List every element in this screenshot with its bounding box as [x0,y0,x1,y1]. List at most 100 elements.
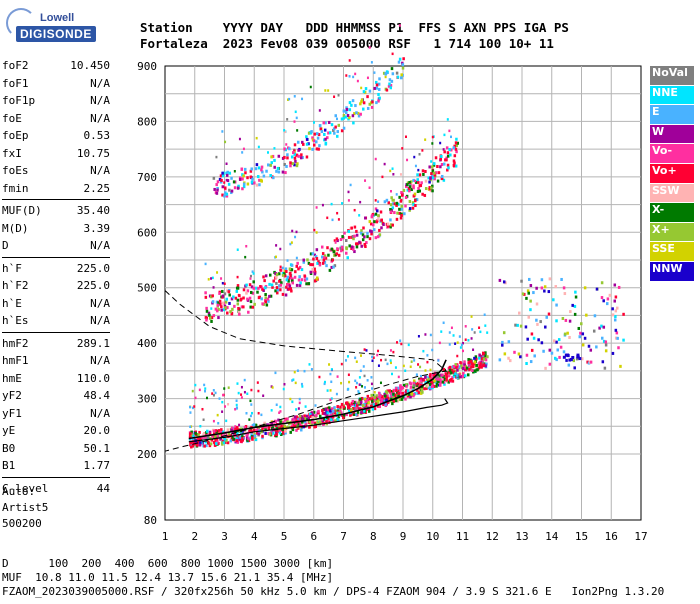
echo-point [576,355,580,359]
echo-point [533,354,536,358]
echo-point [360,229,363,233]
echo-point [321,261,325,265]
echo-point [295,421,298,425]
echo-point [370,382,373,386]
echo-point [333,131,336,135]
param-value: N/A [90,314,110,327]
echo-point [212,314,216,318]
echo-point [454,141,458,145]
legend-item: NNE [650,85,694,106]
echo-point [374,199,377,202]
echo-point [254,423,258,427]
echo-point [360,411,363,415]
echo-point [378,405,382,409]
echo-point [429,176,432,180]
echo-point [219,437,222,441]
echo-point [321,203,324,207]
echo-point [474,355,478,359]
echo-point [362,226,365,230]
echo-point [379,393,382,397]
echo-point [189,440,192,444]
param-name: foF2 [2,59,29,72]
param-name: h`Es [2,314,29,327]
echo-point [473,360,477,364]
echo-point [313,228,316,232]
echo-point [336,405,339,409]
echo-point [405,383,408,387]
echo-point [277,430,280,434]
echo-point [370,232,373,236]
echo-point [440,162,444,166]
echo-point [255,163,259,167]
echo-point [246,297,249,301]
echo-point [261,302,264,306]
echo-point [386,222,390,226]
echo-point [202,432,206,436]
echo-point [399,173,402,176]
echo-point [389,207,392,211]
echo-point [336,247,339,251]
param-separator [2,199,110,200]
echo-point [274,371,277,375]
echo-point [399,388,402,392]
echo-point [242,174,245,178]
echo-point [267,426,271,430]
echo-point [446,163,450,167]
param-row: h`F 225.0 [2,260,110,278]
echo-point [204,389,207,393]
echo-point [342,126,346,130]
echo-point [402,57,405,61]
echo-point [286,287,290,291]
echo-point [450,135,453,139]
echo-point [513,350,516,354]
echo-point [236,427,239,431]
echo-point [283,382,286,386]
echo-point [207,278,210,281]
echo-point [366,399,369,403]
echo-point [555,358,558,362]
echo-point [424,375,427,379]
echo-point [389,218,392,222]
echo-point [241,438,244,442]
echo-point [275,429,279,433]
echo-point [285,270,288,274]
echo-point [473,356,476,360]
echo-point [472,364,475,368]
echo-point [193,405,196,408]
echo-point [470,362,474,366]
echo-point [231,431,235,435]
echo-point [614,328,618,332]
echo-point [272,176,275,180]
echo-point [226,170,229,174]
echo-point [289,164,292,168]
echo-point [345,251,348,255]
echo-point [333,264,337,268]
echo-point [398,211,401,215]
echo-point [471,369,474,373]
echo-point [249,300,253,304]
echo-point [407,392,411,396]
echo-point [417,334,420,338]
echo-point [221,294,225,298]
echo-point [387,201,391,205]
echo-point [332,127,336,131]
echo-point [509,359,512,363]
echo-point [353,250,356,254]
echo-point [302,142,305,146]
echo-point [309,85,312,89]
param-value: 48.4 [83,389,111,402]
echo-point [400,397,404,401]
echo-point [328,363,331,366]
param-value: 44 [96,481,110,495]
echo-point [261,434,264,438]
echo-point [308,363,311,366]
echo-point [428,385,432,389]
echo-point [389,83,393,87]
echo-point [236,298,240,302]
echo-point [397,393,400,397]
echo-point [368,186,371,189]
echo-point [448,372,451,376]
echo-point [548,348,552,352]
echo-point [473,369,477,373]
echo-point [353,112,356,116]
